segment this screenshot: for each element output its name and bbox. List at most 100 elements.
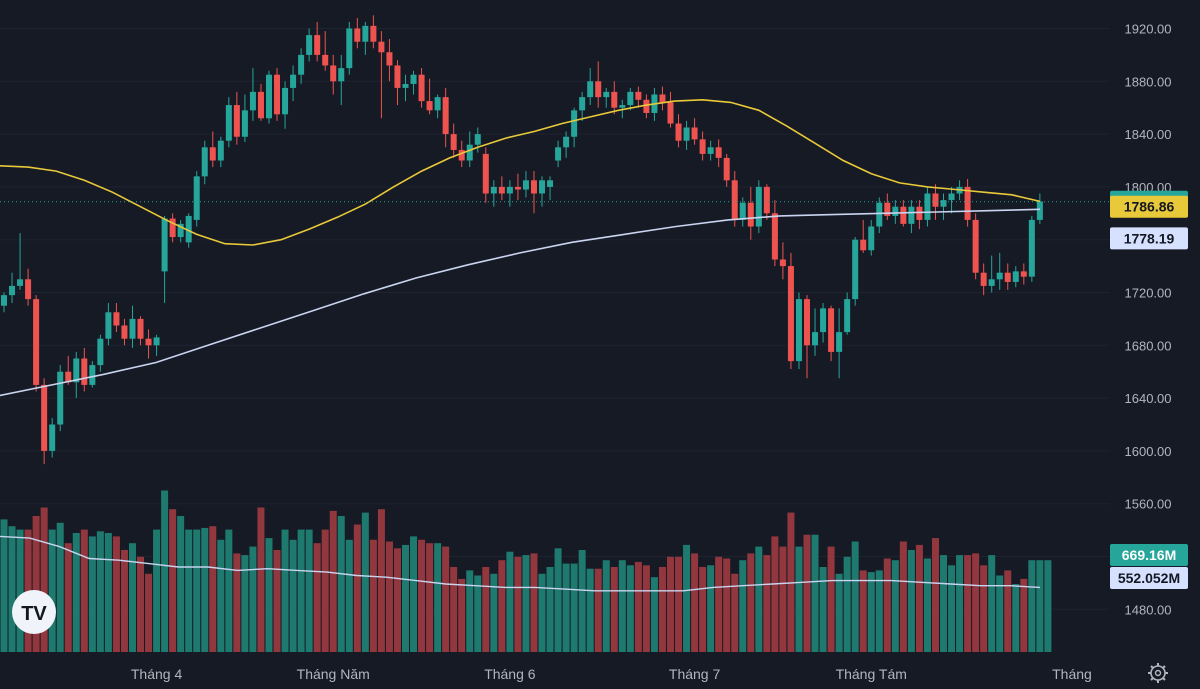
candle [563, 131, 570, 158]
candle-body [547, 180, 554, 187]
volume-bar [1044, 560, 1052, 652]
candle [771, 200, 778, 267]
candle [241, 94, 248, 143]
candle-body [121, 325, 128, 339]
ma-short-badge-bg [1110, 195, 1188, 218]
candle [81, 347, 88, 392]
tradingview-logo[interactable]: TV [12, 590, 56, 634]
volume-bar [514, 556, 522, 652]
volume-bar [530, 553, 538, 652]
price-tick-label: 1880.00 [1125, 74, 1172, 89]
candle [659, 86, 666, 111]
volume-bar [458, 578, 466, 652]
candle [964, 178, 971, 227]
time-tick-label: Tháng Tám [836, 666, 907, 682]
gear-icon-teeth [1148, 663, 1168, 683]
candle-body [57, 371, 64, 425]
price-tick-label: 1640.00 [1125, 391, 1172, 406]
volume-bar [763, 555, 771, 652]
candle [747, 186, 754, 240]
candle-body [659, 94, 666, 103]
volume-bar [980, 565, 988, 652]
candle [57, 365, 64, 432]
candle-body [787, 266, 794, 362]
volume-bar [675, 556, 683, 652]
volume-bar [699, 567, 707, 652]
candle [113, 303, 120, 333]
candle [346, 21, 353, 75]
candle-body [137, 318, 144, 339]
candle [908, 200, 915, 234]
time-tick-label: Tháng [1052, 666, 1092, 682]
volume-bar [281, 529, 289, 652]
candle-body [241, 110, 248, 137]
ma-long-line [0, 208, 1041, 397]
candle-body [916, 206, 923, 220]
candle-body [972, 219, 979, 273]
candle-body [169, 218, 176, 238]
candle-body [322, 54, 329, 66]
candle [1012, 266, 1019, 288]
candle-body [490, 186, 497, 194]
candle-body [627, 91, 634, 106]
ma-short-badge-label: 1786.86 [1124, 199, 1175, 215]
candle [153, 334, 160, 356]
candle [225, 97, 232, 148]
volume-bar [418, 539, 426, 652]
candle-body [73, 358, 80, 383]
candle-body [530, 180, 537, 194]
candle-body [265, 74, 272, 119]
candle [177, 219, 184, 243]
candle-body [458, 149, 465, 161]
candle [137, 316, 144, 346]
candle-body [812, 332, 819, 346]
volume-bar [273, 550, 281, 652]
candle [322, 31, 329, 71]
volume-bar [867, 572, 875, 652]
candle-body [635, 91, 642, 100]
candle-body [731, 180, 738, 220]
volume-bar [907, 550, 915, 652]
candle [450, 123, 457, 158]
candle [595, 61, 602, 108]
volume-bar [353, 524, 361, 652]
volume-bar [948, 565, 956, 652]
volume-bar [185, 529, 193, 652]
volume-bar [321, 529, 329, 652]
volume-bar [313, 543, 321, 652]
volume-bar [940, 555, 948, 652]
candle [161, 215, 168, 304]
volume-bar [1020, 578, 1028, 652]
volume-bar [474, 575, 482, 652]
price-tick-label: 1600.00 [1125, 444, 1172, 459]
candle-body [876, 202, 883, 227]
candle-body [924, 193, 931, 220]
candle-body [860, 239, 867, 251]
candle [723, 153, 730, 187]
candle-body [675, 123, 682, 141]
settings-gear-icon[interactable] [1148, 663, 1168, 683]
volume-bar [88, 536, 96, 652]
volume-bar [803, 534, 811, 652]
volume-bar [891, 560, 899, 652]
candle [306, 28, 313, 62]
candle-body [715, 147, 722, 158]
candle-body [707, 147, 714, 154]
candle-body [563, 136, 570, 148]
candle-body [306, 35, 313, 55]
candle [362, 21, 369, 55]
candle-body [804, 299, 810, 346]
candle [587, 68, 594, 106]
candle-body [33, 299, 40, 385]
volume-bar [859, 570, 867, 652]
volume-bar [795, 546, 803, 652]
volume-ma-badge: 552.052M [1110, 567, 1188, 589]
candle-body [683, 127, 690, 141]
candle [1028, 215, 1035, 282]
volume-bar [771, 536, 779, 652]
volume-bar [634, 561, 642, 652]
volume-bar [988, 555, 996, 652]
volume-bar [345, 539, 353, 652]
candle-body [1, 295, 7, 306]
